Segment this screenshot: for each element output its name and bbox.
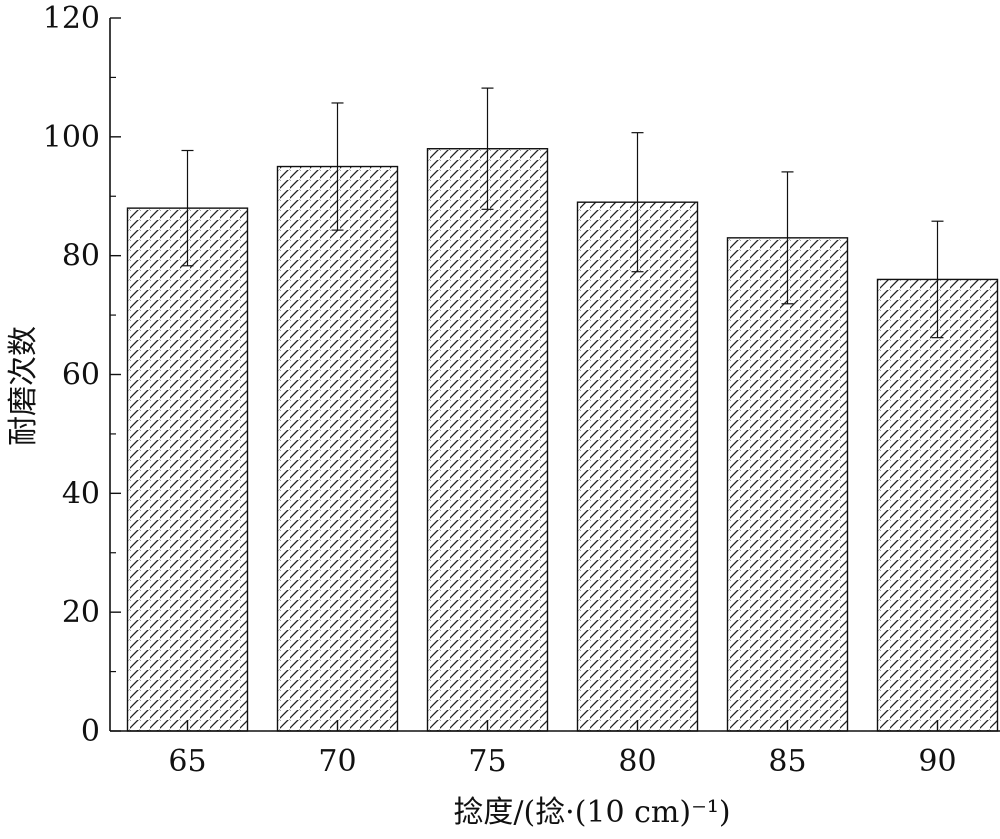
axes-layer: 0 20 40 60 80 100 120 65 70 75 80 85 90: [43, 1, 1000, 779]
y-tick-label-120: 120: [43, 1, 100, 36]
bar-90: [876, 278, 999, 732]
x-tick-label-75: 75: [468, 744, 506, 779]
x-tick-label-85: 85: [768, 744, 806, 779]
bar-85: [726, 237, 849, 732]
bar-75: [426, 148, 549, 732]
x-axis-title: 捻度/(捻·(10 cm)⁻¹): [453, 795, 730, 830]
y-axis-title: 耐磨次数: [6, 326, 41, 446]
x-tick-label-90: 90: [918, 744, 956, 779]
y-tick-label-0: 0: [81, 714, 100, 749]
bar-80: [576, 201, 699, 732]
x-tick-label-70: 70: [318, 744, 356, 779]
y-tick-label-60: 60: [62, 358, 100, 393]
bar-65: [126, 207, 249, 732]
y-tick-label-40: 40: [62, 476, 100, 511]
error-bars-layer: [181, 87, 944, 339]
y-tick-label-100: 100: [43, 120, 100, 155]
x-tick-label-80: 80: [618, 744, 656, 779]
y-tick-label-80: 80: [62, 239, 100, 274]
bars-layer: [126, 148, 999, 732]
y-tick-label-20: 20: [62, 595, 100, 630]
bar-70: [276, 165, 399, 732]
x-tick-label-65: 65: [168, 744, 206, 779]
